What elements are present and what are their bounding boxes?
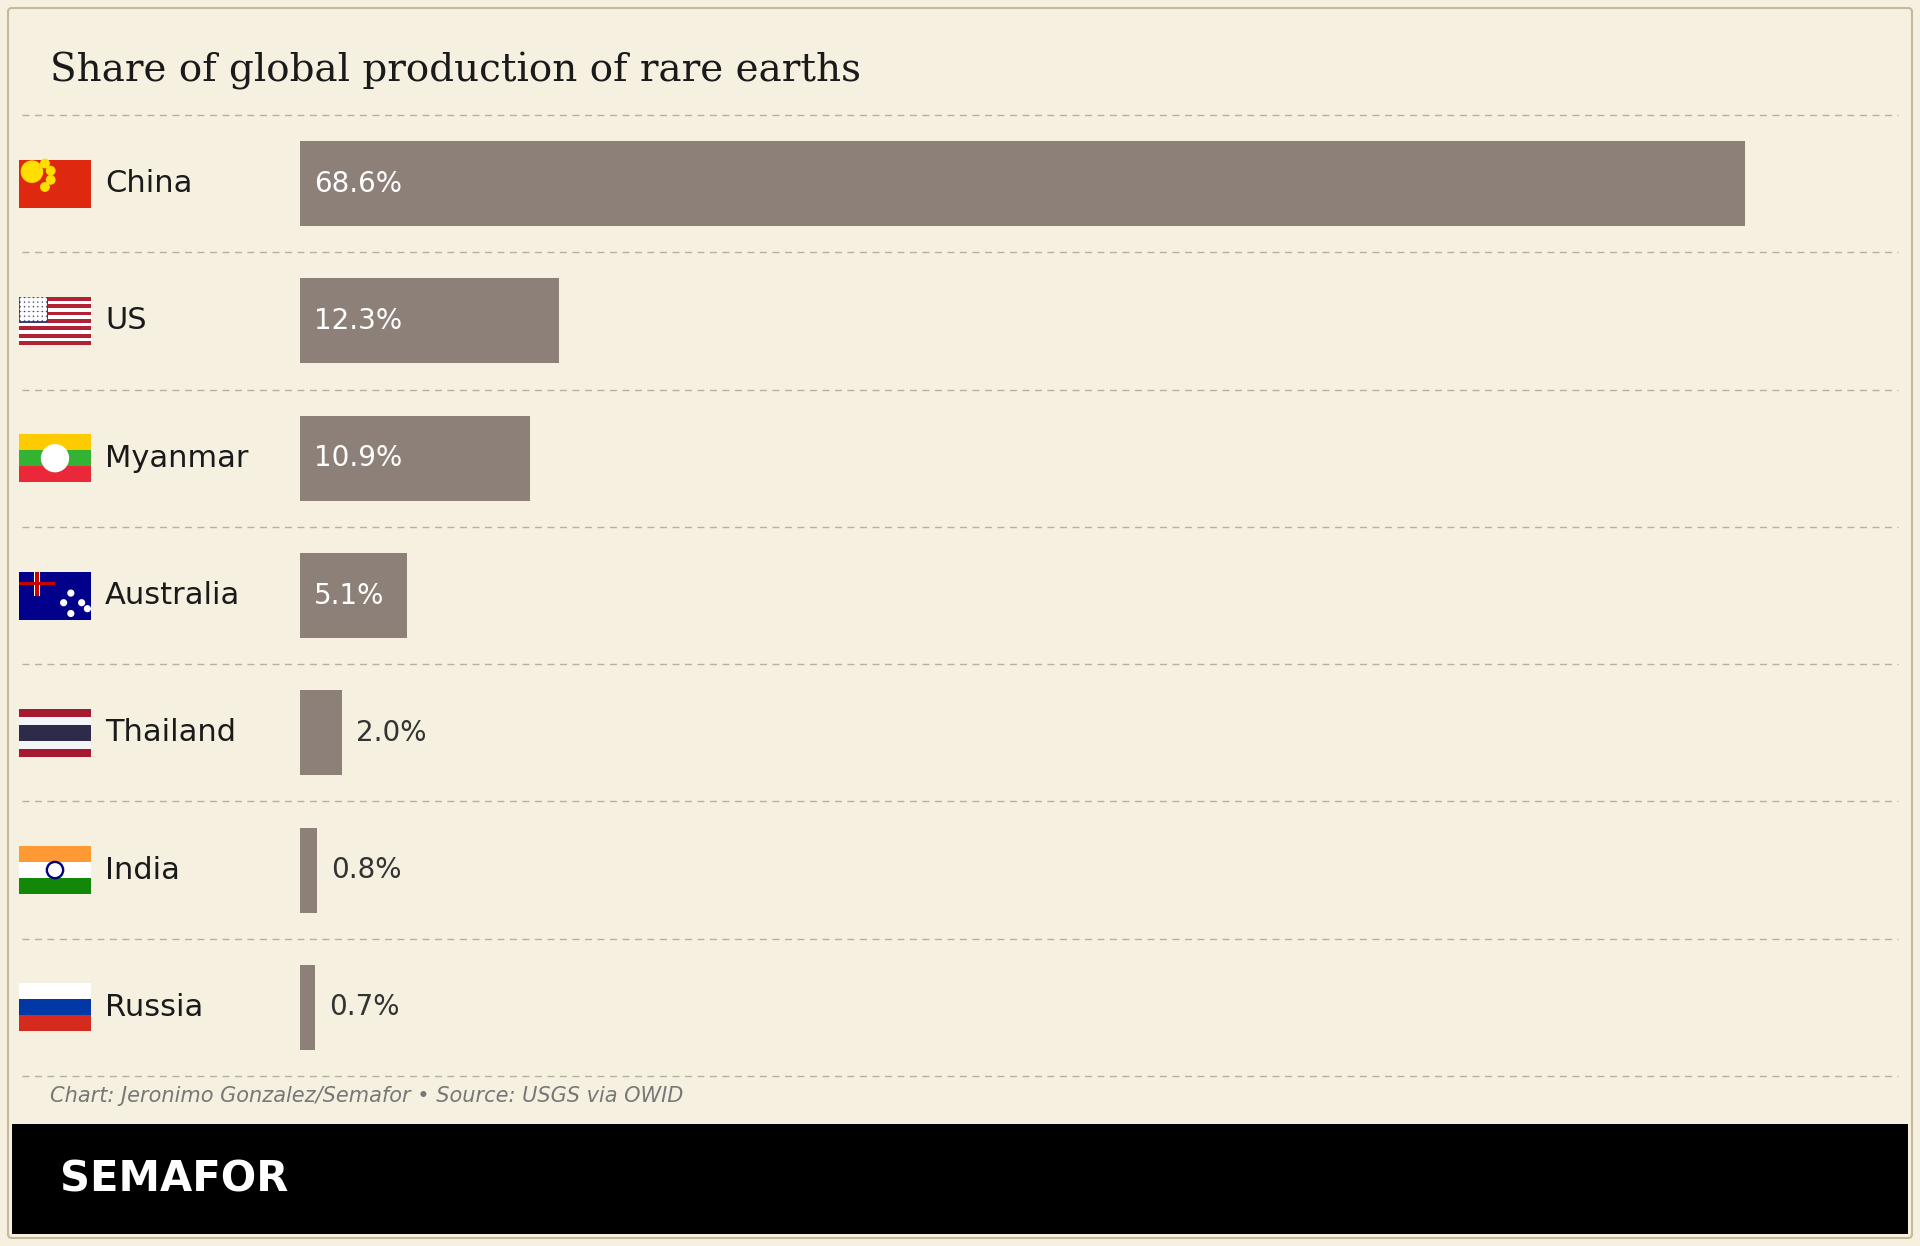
Circle shape xyxy=(35,308,38,312)
Circle shape xyxy=(46,861,63,878)
Circle shape xyxy=(38,308,42,312)
Circle shape xyxy=(79,599,84,606)
Bar xyxy=(19,846,90,862)
Text: Chart: Jeronimo Gonzalez/Semafor • Source: USGS via OWID: Chart: Jeronimo Gonzalez/Semafor • Sourc… xyxy=(50,1087,684,1106)
Bar xyxy=(19,297,90,300)
Text: 2.0%: 2.0% xyxy=(355,719,426,746)
Bar xyxy=(19,341,90,345)
Circle shape xyxy=(40,159,50,168)
Bar xyxy=(19,878,90,895)
Circle shape xyxy=(29,303,33,307)
Circle shape xyxy=(25,303,29,307)
Bar xyxy=(300,278,559,364)
Bar xyxy=(19,304,90,308)
Circle shape xyxy=(29,308,33,312)
Circle shape xyxy=(21,298,25,302)
Bar xyxy=(35,572,40,596)
Circle shape xyxy=(35,303,38,307)
Circle shape xyxy=(61,599,67,606)
Circle shape xyxy=(67,611,73,617)
Text: 12.3%: 12.3% xyxy=(315,307,401,335)
Bar xyxy=(19,1015,90,1032)
Bar xyxy=(300,141,1745,227)
Text: 5.1%: 5.1% xyxy=(315,582,384,609)
FancyBboxPatch shape xyxy=(8,7,1912,1239)
Circle shape xyxy=(84,606,90,612)
Text: Share of global production of rare earths: Share of global production of rare earth… xyxy=(50,52,860,90)
Text: Myanmar: Myanmar xyxy=(106,444,248,472)
Bar xyxy=(19,572,90,619)
Circle shape xyxy=(21,308,25,312)
Circle shape xyxy=(38,316,42,320)
Circle shape xyxy=(35,312,38,315)
Bar xyxy=(19,999,90,1015)
Circle shape xyxy=(42,312,46,315)
Text: Thailand: Thailand xyxy=(106,718,236,748)
Text: SEMAFOR: SEMAFOR xyxy=(60,1158,288,1200)
Bar xyxy=(19,297,48,323)
Bar xyxy=(12,1124,1908,1234)
Circle shape xyxy=(21,161,42,182)
Circle shape xyxy=(46,167,56,174)
Bar xyxy=(300,964,315,1050)
Text: Russia: Russia xyxy=(106,993,204,1022)
Bar xyxy=(19,434,90,450)
Circle shape xyxy=(42,303,46,307)
Bar xyxy=(19,741,90,749)
Circle shape xyxy=(21,303,25,307)
Circle shape xyxy=(42,445,69,472)
Circle shape xyxy=(67,591,73,596)
Bar xyxy=(19,334,90,338)
Bar xyxy=(19,749,90,756)
Text: US: US xyxy=(106,307,146,335)
Bar xyxy=(19,326,90,330)
Text: Australia: Australia xyxy=(106,581,240,611)
Circle shape xyxy=(29,312,33,315)
Circle shape xyxy=(21,312,25,315)
Circle shape xyxy=(25,298,29,302)
Bar xyxy=(19,297,90,345)
Bar xyxy=(19,319,90,323)
Bar xyxy=(19,725,90,741)
Circle shape xyxy=(29,298,33,302)
Bar xyxy=(300,690,342,775)
Circle shape xyxy=(35,298,38,302)
Circle shape xyxy=(42,308,46,312)
Circle shape xyxy=(38,312,42,315)
Circle shape xyxy=(25,312,29,315)
Bar xyxy=(19,582,56,584)
Bar xyxy=(300,416,530,501)
Circle shape xyxy=(21,316,25,320)
Bar xyxy=(19,983,90,999)
Circle shape xyxy=(46,176,56,184)
Text: 0.7%: 0.7% xyxy=(328,993,399,1022)
Text: China: China xyxy=(106,169,192,198)
Bar xyxy=(300,827,317,912)
Circle shape xyxy=(29,316,33,320)
Circle shape xyxy=(35,316,38,320)
Bar xyxy=(300,553,407,638)
Circle shape xyxy=(38,303,42,307)
Circle shape xyxy=(38,298,42,302)
Text: 10.9%: 10.9% xyxy=(315,445,403,472)
Circle shape xyxy=(40,183,50,191)
Circle shape xyxy=(25,308,29,312)
Text: India: India xyxy=(106,856,180,885)
Bar xyxy=(19,582,56,586)
Bar xyxy=(19,466,90,482)
Bar xyxy=(19,450,90,466)
Bar xyxy=(19,862,90,878)
Bar xyxy=(19,159,90,208)
Circle shape xyxy=(42,298,46,302)
Text: 0.8%: 0.8% xyxy=(330,856,401,885)
Circle shape xyxy=(42,316,46,320)
Circle shape xyxy=(48,863,61,876)
Text: 68.6%: 68.6% xyxy=(315,169,401,198)
Circle shape xyxy=(25,316,29,320)
Bar xyxy=(35,572,38,596)
Bar xyxy=(19,709,90,716)
Bar xyxy=(19,312,90,315)
Bar xyxy=(19,716,90,725)
